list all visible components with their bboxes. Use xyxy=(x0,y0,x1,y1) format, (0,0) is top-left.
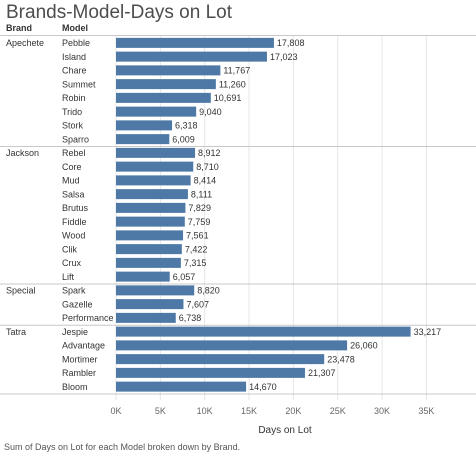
model-label: Crux xyxy=(62,258,82,268)
data-label: 23,478 xyxy=(327,354,355,364)
model-label: Sparro xyxy=(62,134,89,144)
bar xyxy=(116,37,274,48)
x-tick-label: 30K xyxy=(374,406,390,416)
bar xyxy=(116,51,267,62)
model-label: Mud xyxy=(62,176,80,186)
model-label: Salsa xyxy=(62,189,85,199)
data-label: 8,414 xyxy=(194,176,217,186)
x-tick-label: 20K xyxy=(285,406,301,416)
model-label: Chare xyxy=(62,66,87,76)
bar xyxy=(116,367,305,378)
data-label: 10,691 xyxy=(214,93,242,103)
data-label: 7,607 xyxy=(186,299,209,309)
data-label: 7,422 xyxy=(185,244,208,254)
bar xyxy=(116,326,411,337)
bar xyxy=(116,106,197,117)
bar xyxy=(116,271,170,282)
model-label: Spark xyxy=(62,286,86,296)
data-label: 8,820 xyxy=(197,286,220,296)
data-label: 33,217 xyxy=(414,327,442,337)
data-label: 7,561 xyxy=(186,231,209,241)
data-label: 17,023 xyxy=(270,52,298,62)
bar xyxy=(116,202,186,213)
brand-column-header: Brand xyxy=(6,23,32,33)
x-tick-label: 35K xyxy=(418,406,434,416)
data-label: 7,759 xyxy=(188,217,211,227)
x-tick-label: 15K xyxy=(241,406,257,416)
data-label: 6,738 xyxy=(179,313,202,323)
brand-label: Apechete xyxy=(6,38,44,48)
model-label: Island xyxy=(62,52,86,62)
x-tick-label: 10K xyxy=(197,406,213,416)
model-label: Clik xyxy=(62,244,77,254)
model-label: Bloom xyxy=(62,382,88,392)
data-label: 11,260 xyxy=(219,79,246,89)
model-label: Mortimer xyxy=(62,354,98,364)
model-column-header: Model xyxy=(62,23,88,33)
model-label: Advantage xyxy=(62,341,105,351)
x-tick-label: 5K xyxy=(155,406,166,416)
data-label: 8,710 xyxy=(196,162,219,172)
bar xyxy=(116,381,247,392)
bar xyxy=(116,340,348,351)
bar xyxy=(116,147,196,158)
data-label: 7,315 xyxy=(184,258,207,268)
x-tick-label: 0K xyxy=(110,406,121,416)
bar xyxy=(116,92,211,103)
bar xyxy=(116,312,176,323)
model-label: Jespie xyxy=(62,327,88,337)
data-label: 6,009 xyxy=(172,134,195,144)
bar xyxy=(116,354,325,365)
chart-title: Brands-Model-Days on Lot xyxy=(6,2,232,23)
model-label: Stork xyxy=(62,121,84,131)
bar xyxy=(116,120,173,131)
data-label: 11,767 xyxy=(223,66,250,76)
bar xyxy=(116,244,182,255)
bar xyxy=(116,189,188,200)
model-label: Rambler xyxy=(62,368,96,378)
model-label: Pebble xyxy=(62,38,90,48)
bar xyxy=(116,257,181,268)
model-label: Gazelle xyxy=(62,299,93,309)
model-label: Wood xyxy=(62,231,85,241)
x-axis-title: Days on Lot xyxy=(258,425,312,436)
brand-label: Tatra xyxy=(6,327,26,337)
bar xyxy=(116,134,170,145)
brand-label: Special xyxy=(6,286,36,296)
data-label: 6,318 xyxy=(175,121,198,131)
model-label: Performance xyxy=(62,313,114,323)
bar xyxy=(116,285,195,296)
model-label: Brutus xyxy=(62,203,89,213)
chart-caption: Sum of Days on Lot for each Model broken… xyxy=(4,442,241,452)
bar xyxy=(116,299,184,310)
bar xyxy=(116,79,216,90)
bar xyxy=(116,216,185,227)
data-label: 9,040 xyxy=(199,107,222,117)
model-label: Summet xyxy=(62,79,96,89)
data-label: 21,307 xyxy=(308,368,336,378)
bar xyxy=(116,161,194,172)
model-label: Fiddle xyxy=(62,217,87,227)
x-tick-label: 25K xyxy=(330,406,346,416)
bar xyxy=(116,230,184,241)
brand-label: Jackson xyxy=(6,148,39,158)
data-label: 6,057 xyxy=(173,272,196,282)
model-label: Rebel xyxy=(62,148,86,158)
model-label: Core xyxy=(62,162,82,172)
model-label: Robin xyxy=(62,93,86,103)
bar xyxy=(116,65,221,76)
data-label: 17,808 xyxy=(277,38,305,48)
bar xyxy=(116,175,191,186)
model-label: Trido xyxy=(62,107,82,117)
data-label: 14,670 xyxy=(249,382,277,392)
data-label: 8,111 xyxy=(191,189,212,199)
bar-chart: Brand Model Apechete Pebble 17,808 Island 17,0… xyxy=(0,23,476,436)
data-label: 8,912 xyxy=(198,148,221,158)
data-label: 26,060 xyxy=(350,341,378,351)
data-label: 7,829 xyxy=(188,203,211,213)
model-label: Lift xyxy=(62,272,75,282)
